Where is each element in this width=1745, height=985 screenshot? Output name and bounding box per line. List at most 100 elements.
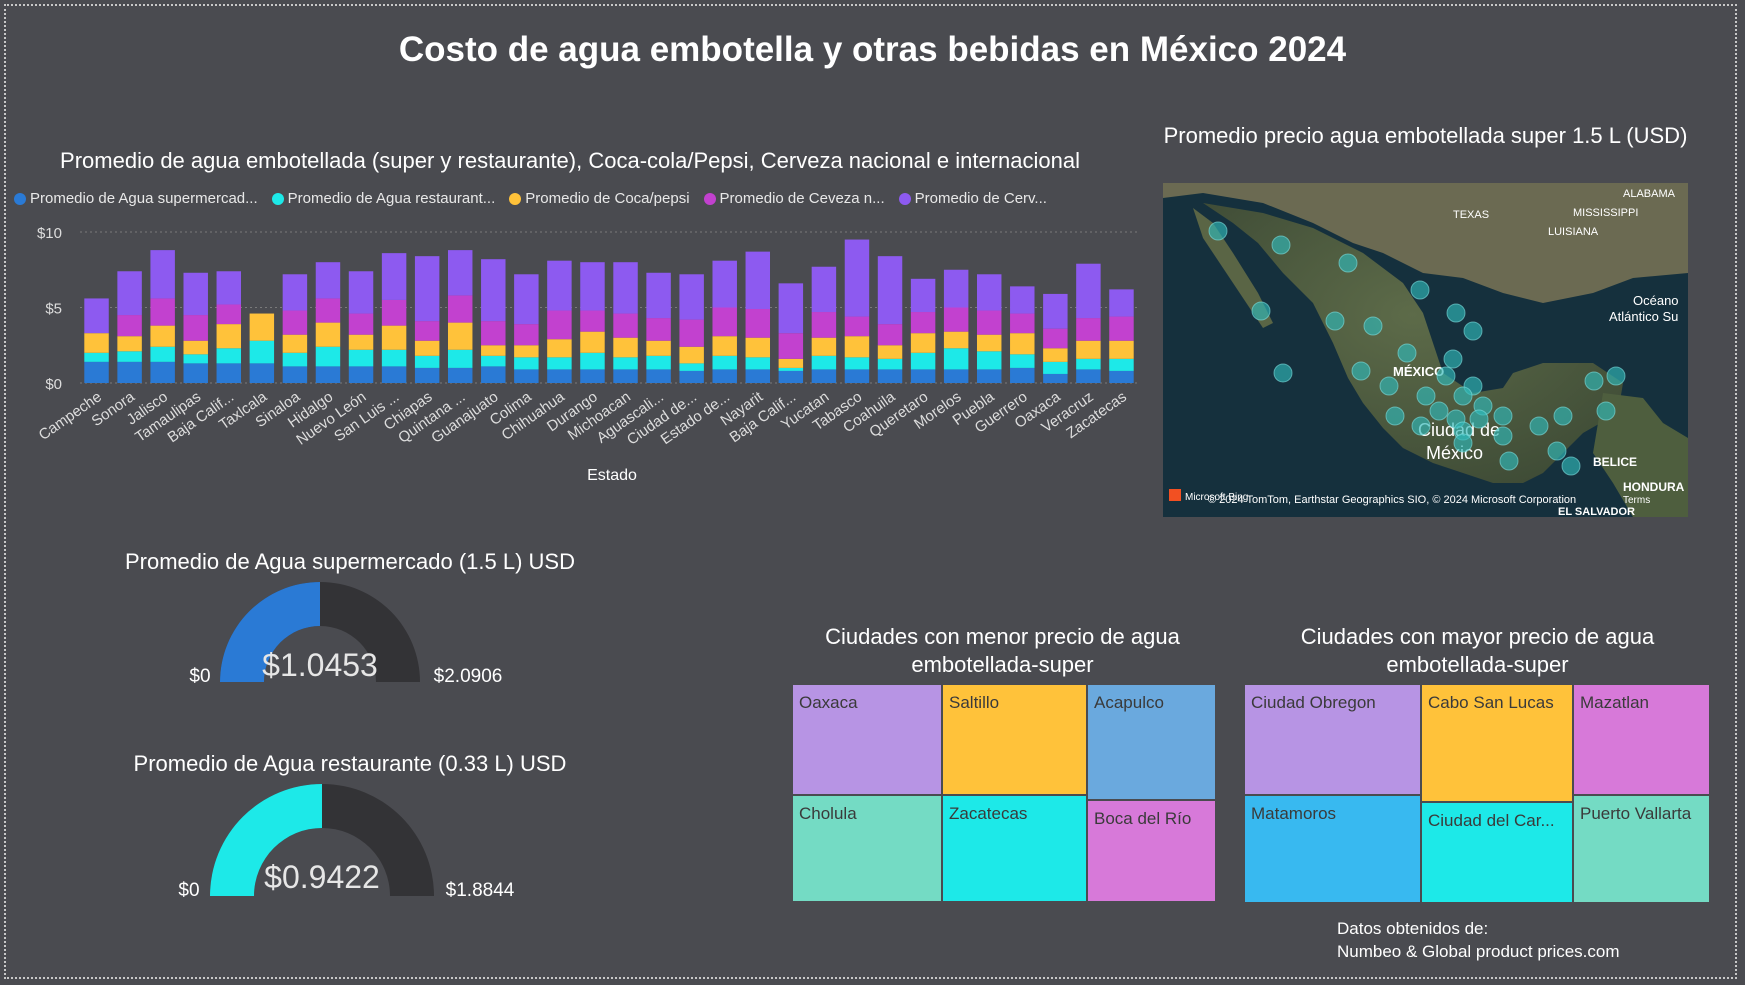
map-bubble[interactable] bbox=[1493, 406, 1513, 426]
bar-segment[interactable] bbox=[414, 340, 440, 356]
bar-segment[interactable] bbox=[613, 337, 638, 358]
bar-segment[interactable] bbox=[481, 366, 506, 383]
bar-segment[interactable] bbox=[1109, 358, 1134, 371]
legend-item[interactable]: Promedio de Coca/pepsi bbox=[509, 190, 690, 207]
bar-segment[interactable] bbox=[1109, 316, 1134, 341]
map-bubble[interactable] bbox=[1251, 301, 1271, 321]
map-bubble[interactable] bbox=[1561, 456, 1581, 476]
bar-segment[interactable] bbox=[282, 310, 308, 335]
bar-segment[interactable] bbox=[1076, 340, 1101, 359]
map-bubble[interactable] bbox=[1547, 441, 1567, 461]
bar-segment[interactable] bbox=[315, 366, 341, 383]
bar-segment[interactable] bbox=[381, 253, 407, 300]
bar-segment[interactable] bbox=[1076, 369, 1101, 383]
treemap-tile[interactable]: Cabo San Lucas bbox=[1421, 684, 1573, 802]
bar-segment[interactable] bbox=[547, 339, 572, 358]
bar-segment[interactable] bbox=[745, 337, 771, 358]
bar-segment[interactable] bbox=[679, 363, 704, 371]
bar-segment[interactable] bbox=[150, 250, 175, 299]
map-bubble[interactable] bbox=[1493, 426, 1513, 446]
bar-segment[interactable] bbox=[778, 333, 804, 359]
bar-segment[interactable] bbox=[150, 298, 175, 326]
treemap-tile[interactable]: Oaxaca bbox=[792, 684, 942, 795]
map-bubble[interactable] bbox=[1208, 221, 1228, 241]
bar-segment[interactable] bbox=[1076, 358, 1101, 370]
bar-segment[interactable] bbox=[712, 355, 737, 370]
bar-segment[interactable] bbox=[1043, 348, 1068, 362]
bar-segment[interactable] bbox=[249, 363, 275, 383]
bar-segment[interactable] bbox=[679, 346, 704, 364]
bar-segment[interactable] bbox=[183, 363, 208, 383]
map-bubble[interactable] bbox=[1499, 451, 1519, 471]
bar-segment[interactable] bbox=[943, 348, 969, 370]
map-bubble[interactable] bbox=[1453, 433, 1473, 453]
map-bubble[interactable] bbox=[1453, 386, 1473, 406]
bar-segment[interactable] bbox=[150, 325, 175, 347]
bar-segment[interactable] bbox=[844, 357, 870, 370]
bar-segment[interactable] bbox=[414, 367, 440, 383]
map-bubble[interactable] bbox=[1379, 376, 1399, 396]
bar-segment[interactable] bbox=[679, 370, 704, 383]
map-bubble[interactable] bbox=[1416, 386, 1436, 406]
bar-segment[interactable] bbox=[712, 307, 737, 337]
bar-segment[interactable] bbox=[877, 345, 903, 359]
bar-segment[interactable] bbox=[381, 366, 407, 383]
bar-segment[interactable] bbox=[117, 351, 142, 362]
bar-segment[interactable] bbox=[976, 334, 1002, 352]
map-bubble[interactable] bbox=[1469, 409, 1489, 429]
treemap-tile[interactable]: Mazatlan bbox=[1573, 684, 1710, 795]
map-bubble[interactable] bbox=[1584, 371, 1604, 391]
bar-segment[interactable] bbox=[910, 278, 936, 313]
bar-segment[interactable] bbox=[514, 357, 539, 370]
bar-segment[interactable] bbox=[117, 336, 142, 352]
bar-segment[interactable] bbox=[117, 361, 142, 383]
bar-segment[interactable] bbox=[1010, 354, 1035, 368]
map-bubble[interactable] bbox=[1338, 253, 1358, 273]
bar-segment[interactable] bbox=[84, 352, 109, 362]
bar-segment[interactable] bbox=[1043, 293, 1068, 329]
bar-segment[interactable] bbox=[216, 324, 242, 349]
bar-segment[interactable] bbox=[282, 334, 308, 353]
bar-segment[interactable] bbox=[580, 262, 605, 311]
bar-chart-legend[interactable]: Promedio de Agua supermercad... Promedio… bbox=[14, 190, 1047, 207]
bar-segment[interactable] bbox=[844, 369, 870, 383]
bar-segment[interactable] bbox=[613, 262, 638, 314]
bar-segment[interactable] bbox=[1043, 373, 1068, 383]
treemap-tile[interactable]: Matamoros bbox=[1244, 795, 1421, 903]
bubble-map[interactable]: TEXAS MISSISSIPPI LUISIANA ALABAMA Océan… bbox=[1163, 183, 1688, 517]
treemap-tile[interactable]: Acapulco bbox=[1087, 684, 1216, 800]
bar-segment[interactable] bbox=[1109, 370, 1134, 383]
bar-segment[interactable] bbox=[580, 310, 605, 332]
bar-segment[interactable] bbox=[514, 345, 539, 358]
bar-segment[interactable] bbox=[877, 324, 903, 346]
bar-segment[interactable] bbox=[183, 354, 208, 364]
bar-segment[interactable] bbox=[447, 322, 473, 350]
bar-segment[interactable] bbox=[547, 310, 572, 340]
map-bubble[interactable] bbox=[1397, 343, 1417, 363]
bar-segment[interactable] bbox=[348, 349, 374, 367]
bar-segment[interactable] bbox=[844, 316, 870, 337]
bar-segment[interactable] bbox=[811, 266, 837, 313]
bar-segment[interactable] bbox=[183, 340, 208, 355]
treemap-tile[interactable]: Saltillo bbox=[942, 684, 1087, 795]
treemap-tile[interactable]: Ciudad del Car... bbox=[1421, 802, 1573, 903]
bar-segment[interactable] bbox=[150, 361, 175, 383]
bar-segment[interactable] bbox=[481, 355, 506, 367]
bar-segment[interactable] bbox=[976, 274, 1002, 311]
bar-segment[interactable] bbox=[381, 325, 407, 350]
bar-segment[interactable] bbox=[976, 351, 1002, 370]
bar-segment[interactable] bbox=[481, 321, 506, 346]
bar-segment[interactable] bbox=[282, 366, 308, 383]
bar-segment[interactable] bbox=[1109, 340, 1134, 359]
map-bubble[interactable] bbox=[1385, 406, 1405, 426]
map-bubble[interactable] bbox=[1410, 280, 1430, 300]
bar-segment[interactable] bbox=[943, 369, 969, 383]
bar-segment[interactable] bbox=[580, 369, 605, 383]
bar-segment[interactable] bbox=[216, 348, 242, 364]
bar-segment[interactable] bbox=[712, 260, 737, 308]
bar-segment[interactable] bbox=[811, 355, 837, 370]
legend-item[interactable]: Promedio de Cerv... bbox=[898, 190, 1047, 207]
bar-segment[interactable] bbox=[811, 337, 837, 356]
bar-segment[interactable] bbox=[646, 340, 671, 356]
bar-segment[interactable] bbox=[315, 298, 341, 323]
